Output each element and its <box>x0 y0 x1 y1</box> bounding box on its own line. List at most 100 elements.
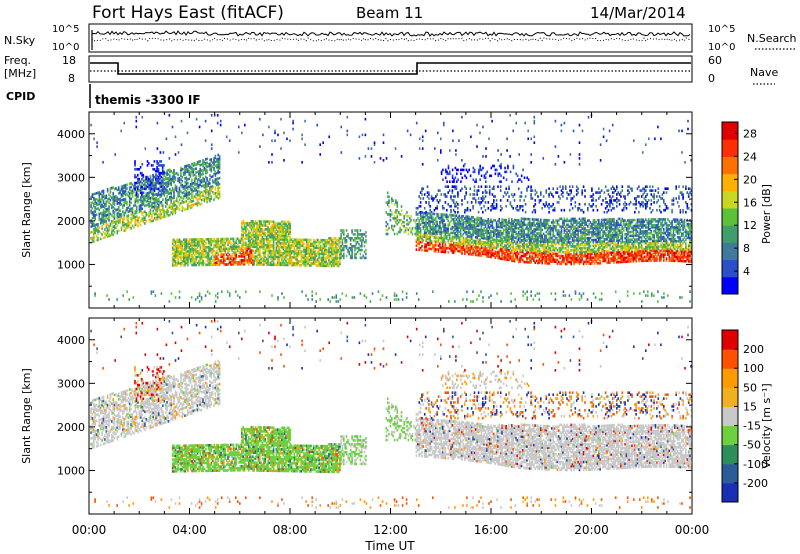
power-cell <box>537 238 539 241</box>
power-cell <box>268 247 271 251</box>
power-cell <box>171 252 174 255</box>
power-cell <box>276 234 279 237</box>
power-cell <box>199 197 201 200</box>
power-cell <box>418 225 420 228</box>
power-cell <box>187 170 189 173</box>
power-cell <box>211 185 214 188</box>
power-cell <box>458 226 461 229</box>
power-cell <box>157 168 160 171</box>
power-cell <box>312 258 315 261</box>
power-cell <box>137 189 139 192</box>
power-cell <box>285 250 287 253</box>
power-cell <box>505 254 507 257</box>
power-cell <box>522 258 524 262</box>
power-cell <box>508 252 510 256</box>
power-cell <box>149 220 152 223</box>
power-cell <box>522 250 524 254</box>
power-cell <box>91 240 94 244</box>
power-cell <box>528 217 531 221</box>
power-cell <box>303 254 305 257</box>
power-cell <box>524 243 527 246</box>
power-cell <box>178 188 181 192</box>
power-cell <box>446 237 448 240</box>
power-cell <box>123 184 125 187</box>
power-cell <box>566 262 568 266</box>
power-cell <box>480 230 483 234</box>
power-cell <box>199 169 201 173</box>
power-cell <box>250 249 253 252</box>
power-cell <box>325 240 327 244</box>
power-cell <box>247 231 250 235</box>
power-cell <box>252 227 254 231</box>
power-cell <box>281 226 283 229</box>
power-cell <box>173 190 175 194</box>
power-cell <box>267 226 269 229</box>
power-cell <box>239 261 242 264</box>
power-cell <box>191 200 193 203</box>
power-cell <box>301 242 304 245</box>
power-cell <box>144 183 146 186</box>
power-cell <box>239 241 242 244</box>
power-cell <box>243 237 246 241</box>
power-cell <box>111 233 113 237</box>
power-cell <box>112 196 114 199</box>
power-cell <box>210 249 213 253</box>
power-cell <box>328 240 330 244</box>
power-cell <box>184 256 186 259</box>
power-cell <box>178 256 181 259</box>
power-cell <box>307 258 309 261</box>
power-cell <box>151 184 153 188</box>
power-cell <box>513 228 516 232</box>
power-cell <box>102 215 105 218</box>
power-cell <box>498 257 501 260</box>
power-cell <box>130 209 132 212</box>
power-cell <box>501 220 503 223</box>
power-cell <box>498 251 501 254</box>
power-cell <box>293 256 296 259</box>
power-cell <box>575 229 578 232</box>
power-cell <box>493 234 495 238</box>
power-cell <box>491 252 494 255</box>
power-cell <box>102 220 105 224</box>
power-cell <box>221 237 224 241</box>
power-cell <box>555 236 557 240</box>
power-cell <box>138 181 141 184</box>
power-cell <box>516 244 519 248</box>
power-cell <box>429 212 431 215</box>
power-cell <box>199 175 201 179</box>
power-cell <box>216 261 218 264</box>
power-cell <box>93 240 95 243</box>
power-cell <box>299 240 301 243</box>
power-cell <box>163 186 166 189</box>
power-cell <box>97 203 99 206</box>
power-cell <box>120 226 123 230</box>
power-cell <box>289 254 291 257</box>
power-cell <box>220 245 222 249</box>
nave-tick-high: 60 <box>708 54 722 67</box>
power-cell <box>152 201 154 205</box>
power-cell <box>480 232 483 236</box>
power-cell <box>122 222 124 225</box>
power-cell <box>223 255 225 258</box>
power-cell <box>286 234 289 237</box>
power-cell <box>105 225 108 229</box>
power-cell <box>281 224 283 227</box>
power-cell <box>104 210 106 214</box>
power-cell <box>200 185 203 188</box>
power-cell <box>304 250 307 253</box>
power-cell <box>202 263 204 267</box>
power-cell <box>189 198 192 202</box>
power-cell <box>149 198 152 202</box>
power-cell <box>227 257 229 260</box>
power-cell <box>473 226 476 229</box>
power-cell <box>490 249 492 253</box>
power-cell <box>393 232 396 236</box>
noise-search-label: N.Search <box>747 32 797 45</box>
power-cell <box>577 227 579 230</box>
power-cell <box>542 258 545 261</box>
power-cell <box>553 260 556 263</box>
power-cell <box>243 259 246 262</box>
power-cell <box>158 172 160 175</box>
power-cell <box>108 232 110 236</box>
power-cell <box>552 223 554 226</box>
